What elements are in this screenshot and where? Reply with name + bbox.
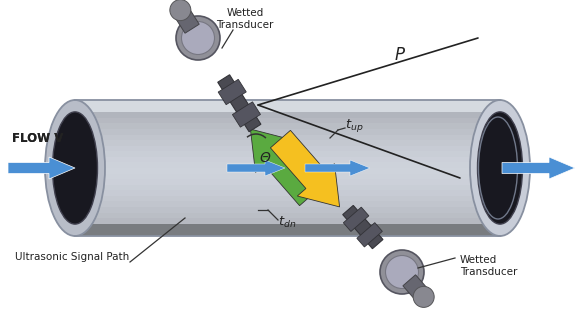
Polygon shape bbox=[75, 212, 500, 215]
Polygon shape bbox=[75, 154, 500, 158]
Polygon shape bbox=[90, 157, 498, 162]
Polygon shape bbox=[90, 151, 498, 157]
Polygon shape bbox=[90, 174, 498, 179]
Polygon shape bbox=[75, 209, 500, 212]
Polygon shape bbox=[75, 148, 500, 151]
Polygon shape bbox=[75, 144, 500, 148]
Polygon shape bbox=[90, 196, 498, 202]
Polygon shape bbox=[90, 146, 498, 151]
Polygon shape bbox=[270, 130, 340, 207]
Polygon shape bbox=[75, 175, 500, 178]
Polygon shape bbox=[218, 75, 261, 132]
Polygon shape bbox=[75, 171, 500, 175]
Polygon shape bbox=[90, 185, 498, 190]
Polygon shape bbox=[75, 182, 500, 185]
Text: $t_{up}$: $t_{up}$ bbox=[345, 117, 363, 134]
Polygon shape bbox=[75, 185, 500, 188]
Polygon shape bbox=[75, 117, 500, 120]
Polygon shape bbox=[90, 179, 498, 185]
Polygon shape bbox=[8, 157, 75, 179]
Text: Θ: Θ bbox=[260, 151, 271, 165]
Polygon shape bbox=[90, 129, 498, 135]
Polygon shape bbox=[343, 206, 383, 249]
Text: FLOW V: FLOW V bbox=[12, 131, 64, 144]
Polygon shape bbox=[75, 219, 500, 222]
Polygon shape bbox=[75, 188, 500, 192]
Polygon shape bbox=[75, 104, 500, 107]
Polygon shape bbox=[75, 202, 500, 206]
Polygon shape bbox=[90, 213, 498, 218]
Polygon shape bbox=[75, 110, 500, 113]
Polygon shape bbox=[75, 134, 500, 137]
Polygon shape bbox=[75, 195, 500, 199]
Ellipse shape bbox=[45, 100, 105, 236]
Polygon shape bbox=[90, 140, 498, 146]
Ellipse shape bbox=[52, 112, 98, 224]
Polygon shape bbox=[75, 199, 500, 202]
Polygon shape bbox=[90, 218, 498, 224]
Ellipse shape bbox=[170, 0, 191, 21]
Polygon shape bbox=[90, 207, 498, 213]
Polygon shape bbox=[90, 168, 498, 174]
Ellipse shape bbox=[380, 250, 424, 294]
Polygon shape bbox=[75, 124, 500, 127]
Ellipse shape bbox=[413, 286, 434, 308]
Text: Wetted
Transducer: Wetted Transducer bbox=[216, 8, 273, 30]
Polygon shape bbox=[75, 131, 500, 134]
Polygon shape bbox=[75, 137, 500, 141]
Polygon shape bbox=[90, 123, 498, 129]
Ellipse shape bbox=[176, 16, 220, 60]
Polygon shape bbox=[75, 215, 500, 219]
Ellipse shape bbox=[470, 100, 530, 236]
Polygon shape bbox=[75, 178, 500, 182]
Polygon shape bbox=[90, 112, 498, 118]
Polygon shape bbox=[75, 107, 500, 110]
Polygon shape bbox=[250, 129, 320, 206]
Text: Wetted
Transducer: Wetted Transducer bbox=[460, 255, 517, 277]
Polygon shape bbox=[75, 120, 500, 124]
Polygon shape bbox=[75, 161, 500, 165]
Ellipse shape bbox=[386, 255, 419, 289]
Polygon shape bbox=[227, 160, 285, 176]
Polygon shape bbox=[75, 141, 500, 144]
Polygon shape bbox=[75, 127, 500, 131]
Text: Ultrasonic Signal Path: Ultrasonic Signal Path bbox=[15, 252, 129, 262]
Polygon shape bbox=[502, 157, 575, 179]
Polygon shape bbox=[75, 206, 500, 209]
Polygon shape bbox=[75, 100, 500, 104]
Polygon shape bbox=[357, 223, 382, 247]
Polygon shape bbox=[75, 113, 500, 117]
Text: $P$: $P$ bbox=[394, 46, 406, 64]
Polygon shape bbox=[75, 229, 500, 232]
Polygon shape bbox=[90, 162, 498, 168]
Polygon shape bbox=[175, 9, 199, 33]
Polygon shape bbox=[90, 202, 498, 207]
Polygon shape bbox=[90, 135, 498, 140]
Text: FLOW V: FLOW V bbox=[12, 131, 64, 144]
Polygon shape bbox=[90, 190, 498, 196]
Ellipse shape bbox=[477, 112, 523, 224]
Polygon shape bbox=[75, 158, 500, 161]
Polygon shape bbox=[75, 151, 500, 154]
Polygon shape bbox=[343, 207, 369, 232]
Polygon shape bbox=[75, 192, 500, 195]
Text: $t_{dn}$: $t_{dn}$ bbox=[278, 215, 296, 229]
Polygon shape bbox=[75, 226, 500, 229]
Polygon shape bbox=[75, 222, 500, 226]
Polygon shape bbox=[403, 275, 427, 299]
Polygon shape bbox=[232, 102, 260, 127]
Polygon shape bbox=[90, 118, 498, 123]
Polygon shape bbox=[218, 79, 246, 105]
Polygon shape bbox=[75, 168, 500, 171]
Polygon shape bbox=[305, 160, 370, 176]
Polygon shape bbox=[75, 232, 500, 236]
Ellipse shape bbox=[182, 21, 215, 55]
Polygon shape bbox=[75, 165, 500, 168]
